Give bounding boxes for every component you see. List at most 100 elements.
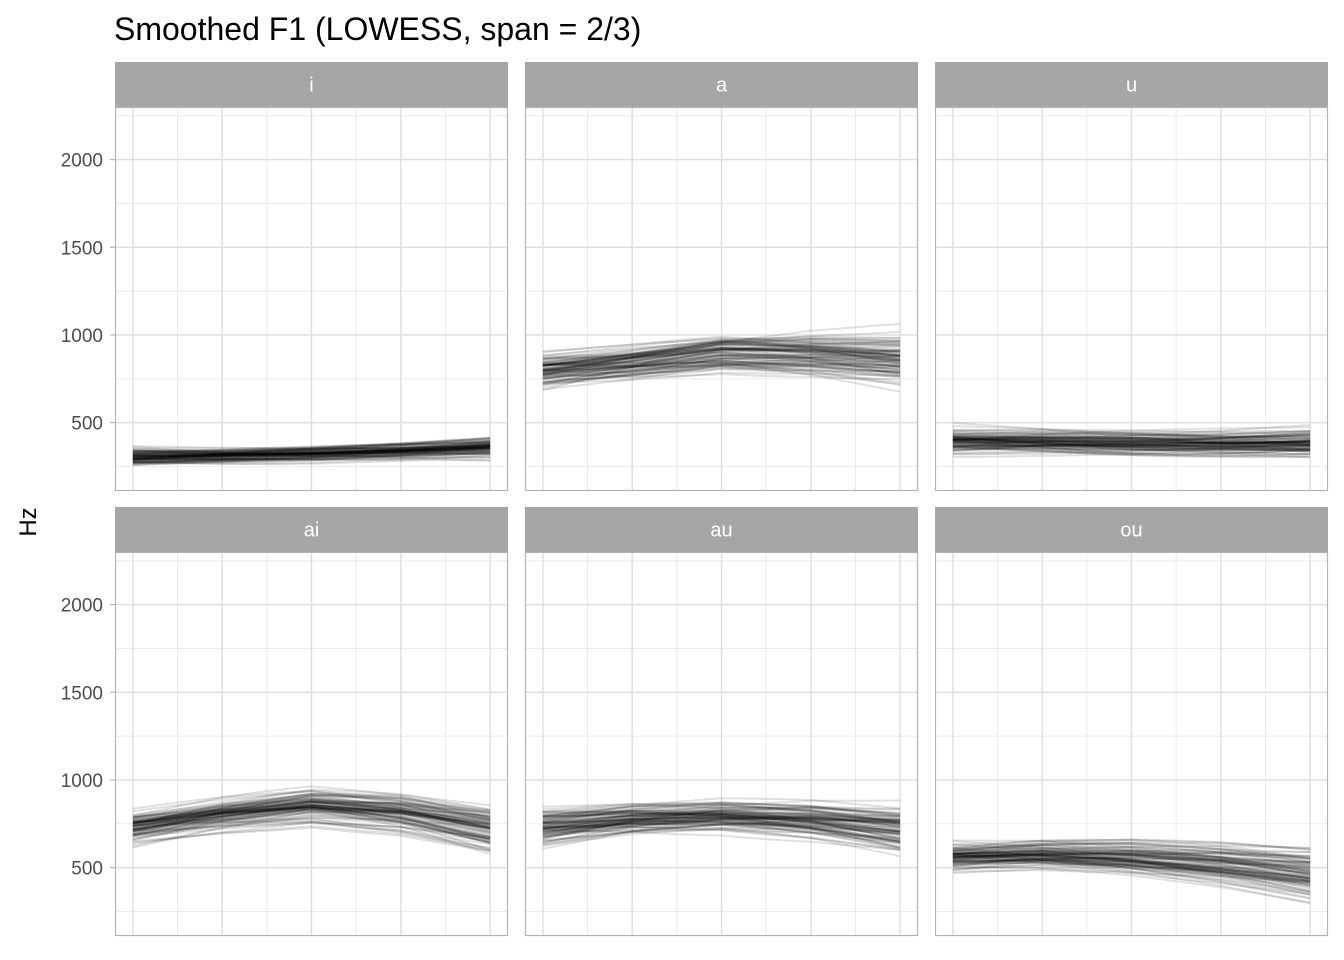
trajectory-line [542, 814, 901, 826]
trajectory-line [542, 349, 901, 372]
trajectory-line [132, 790, 491, 830]
trajectory-line [542, 802, 901, 824]
trajectory-line [952, 854, 1311, 879]
trajectory-line [542, 803, 901, 841]
trajectory-line [132, 445, 491, 461]
trajectory-line [542, 811, 901, 832]
trajectory-line [952, 430, 1311, 445]
trajectory-line [542, 346, 901, 368]
trajectory-line [952, 438, 1311, 451]
trajectory-line [542, 345, 901, 386]
trajectory-line [132, 455, 491, 462]
trajectory-line [132, 440, 491, 460]
trajectory-line [542, 335, 901, 354]
trajectory-line [542, 820, 901, 844]
trajectory-line [132, 439, 491, 460]
trajectory-line [542, 342, 901, 367]
trajectory-line [132, 794, 491, 833]
trajectory-line [542, 368, 901, 375]
trajectory-line [952, 858, 1311, 881]
trajectory-line [952, 433, 1311, 442]
trajectory-line [952, 440, 1311, 445]
facet-strip [115, 507, 508, 552]
facet-strip-label: au [710, 520, 732, 542]
trajectory-line [542, 805, 901, 827]
trajectory-line [542, 340, 901, 360]
trajectory-line [952, 440, 1311, 444]
trajectory-line [952, 841, 1311, 853]
trajectory-line [952, 858, 1311, 882]
trajectory-line [952, 440, 1311, 448]
panel-border [934, 106, 1329, 492]
trajectory-line [952, 852, 1311, 864]
trajectory-line [952, 431, 1311, 447]
trajectory-line [952, 859, 1311, 884]
trajectory-line [132, 794, 491, 833]
trajectory-line [132, 440, 491, 460]
trajectory-line [952, 430, 1311, 442]
trajectory-line [132, 800, 491, 830]
facet-strip [525, 507, 918, 552]
trajectory-line [132, 446, 491, 461]
trajectory-line [132, 443, 491, 463]
trajectory-line [542, 814, 901, 837]
trajectory-line [132, 813, 491, 838]
trajectory-line [542, 354, 901, 378]
trajectory-line [542, 350, 901, 391]
trajectory-line [542, 828, 901, 839]
trajectory-line [132, 797, 491, 832]
trajectory-line [542, 818, 901, 840]
facet-strip-label: ou [1120, 520, 1142, 542]
trajectory-line [952, 433, 1311, 444]
trajectory-line [542, 811, 901, 825]
trajectory-line [132, 820, 491, 852]
trajectory-line [952, 438, 1311, 445]
trajectory-line [542, 818, 901, 844]
trajectory-line [952, 852, 1311, 862]
facet-strip [935, 507, 1328, 552]
trajectory-line [132, 444, 491, 463]
trajectory-line [952, 854, 1311, 893]
trajectory-line [952, 854, 1311, 896]
trajectory-line [952, 447, 1311, 452]
trajectory-line [542, 340, 901, 381]
trajectory-line [132, 445, 491, 463]
trajectory-line [952, 857, 1311, 875]
trajectory-line [132, 794, 491, 825]
trajectory-line [952, 436, 1311, 443]
trajectory-line [542, 371, 901, 385]
trajectory-line [132, 807, 491, 833]
trajectory-line [132, 445, 491, 456]
trajectory-line [132, 807, 491, 841]
trajectory-line [542, 797, 901, 821]
trajectory-line [132, 437, 491, 460]
trajectory-line [952, 860, 1311, 888]
trajectory-line [542, 372, 901, 381]
trajectory-line [542, 364, 901, 384]
trajectory-line [952, 858, 1311, 887]
trajectory-line [952, 425, 1311, 446]
trajectory-line [952, 432, 1311, 445]
trajectory-line [542, 354, 901, 366]
panel-border [524, 106, 919, 492]
facet-panel-u: u [934, 62, 1329, 492]
trajectory-line [132, 449, 491, 461]
trajectory-line [132, 443, 491, 457]
trajectory-line [952, 442, 1311, 458]
trajectory-line [132, 447, 491, 462]
trajectory-line [542, 822, 901, 849]
trajectory-line [542, 817, 901, 833]
trajectory-line [132, 800, 491, 830]
trajectory-line [952, 431, 1311, 451]
trajectory-line [542, 359, 901, 378]
trajectory-line [952, 839, 1311, 873]
trajectory-line [952, 855, 1311, 887]
trajectory-line [952, 444, 1311, 448]
trajectory-line [542, 801, 901, 817]
trajectory-series [132, 785, 491, 856]
trajectory-line [952, 851, 1311, 872]
trajectory-line [952, 433, 1311, 441]
facet-panel-a: a [524, 62, 919, 492]
trajectory-line [132, 821, 491, 845]
trajectory-line [132, 445, 491, 460]
